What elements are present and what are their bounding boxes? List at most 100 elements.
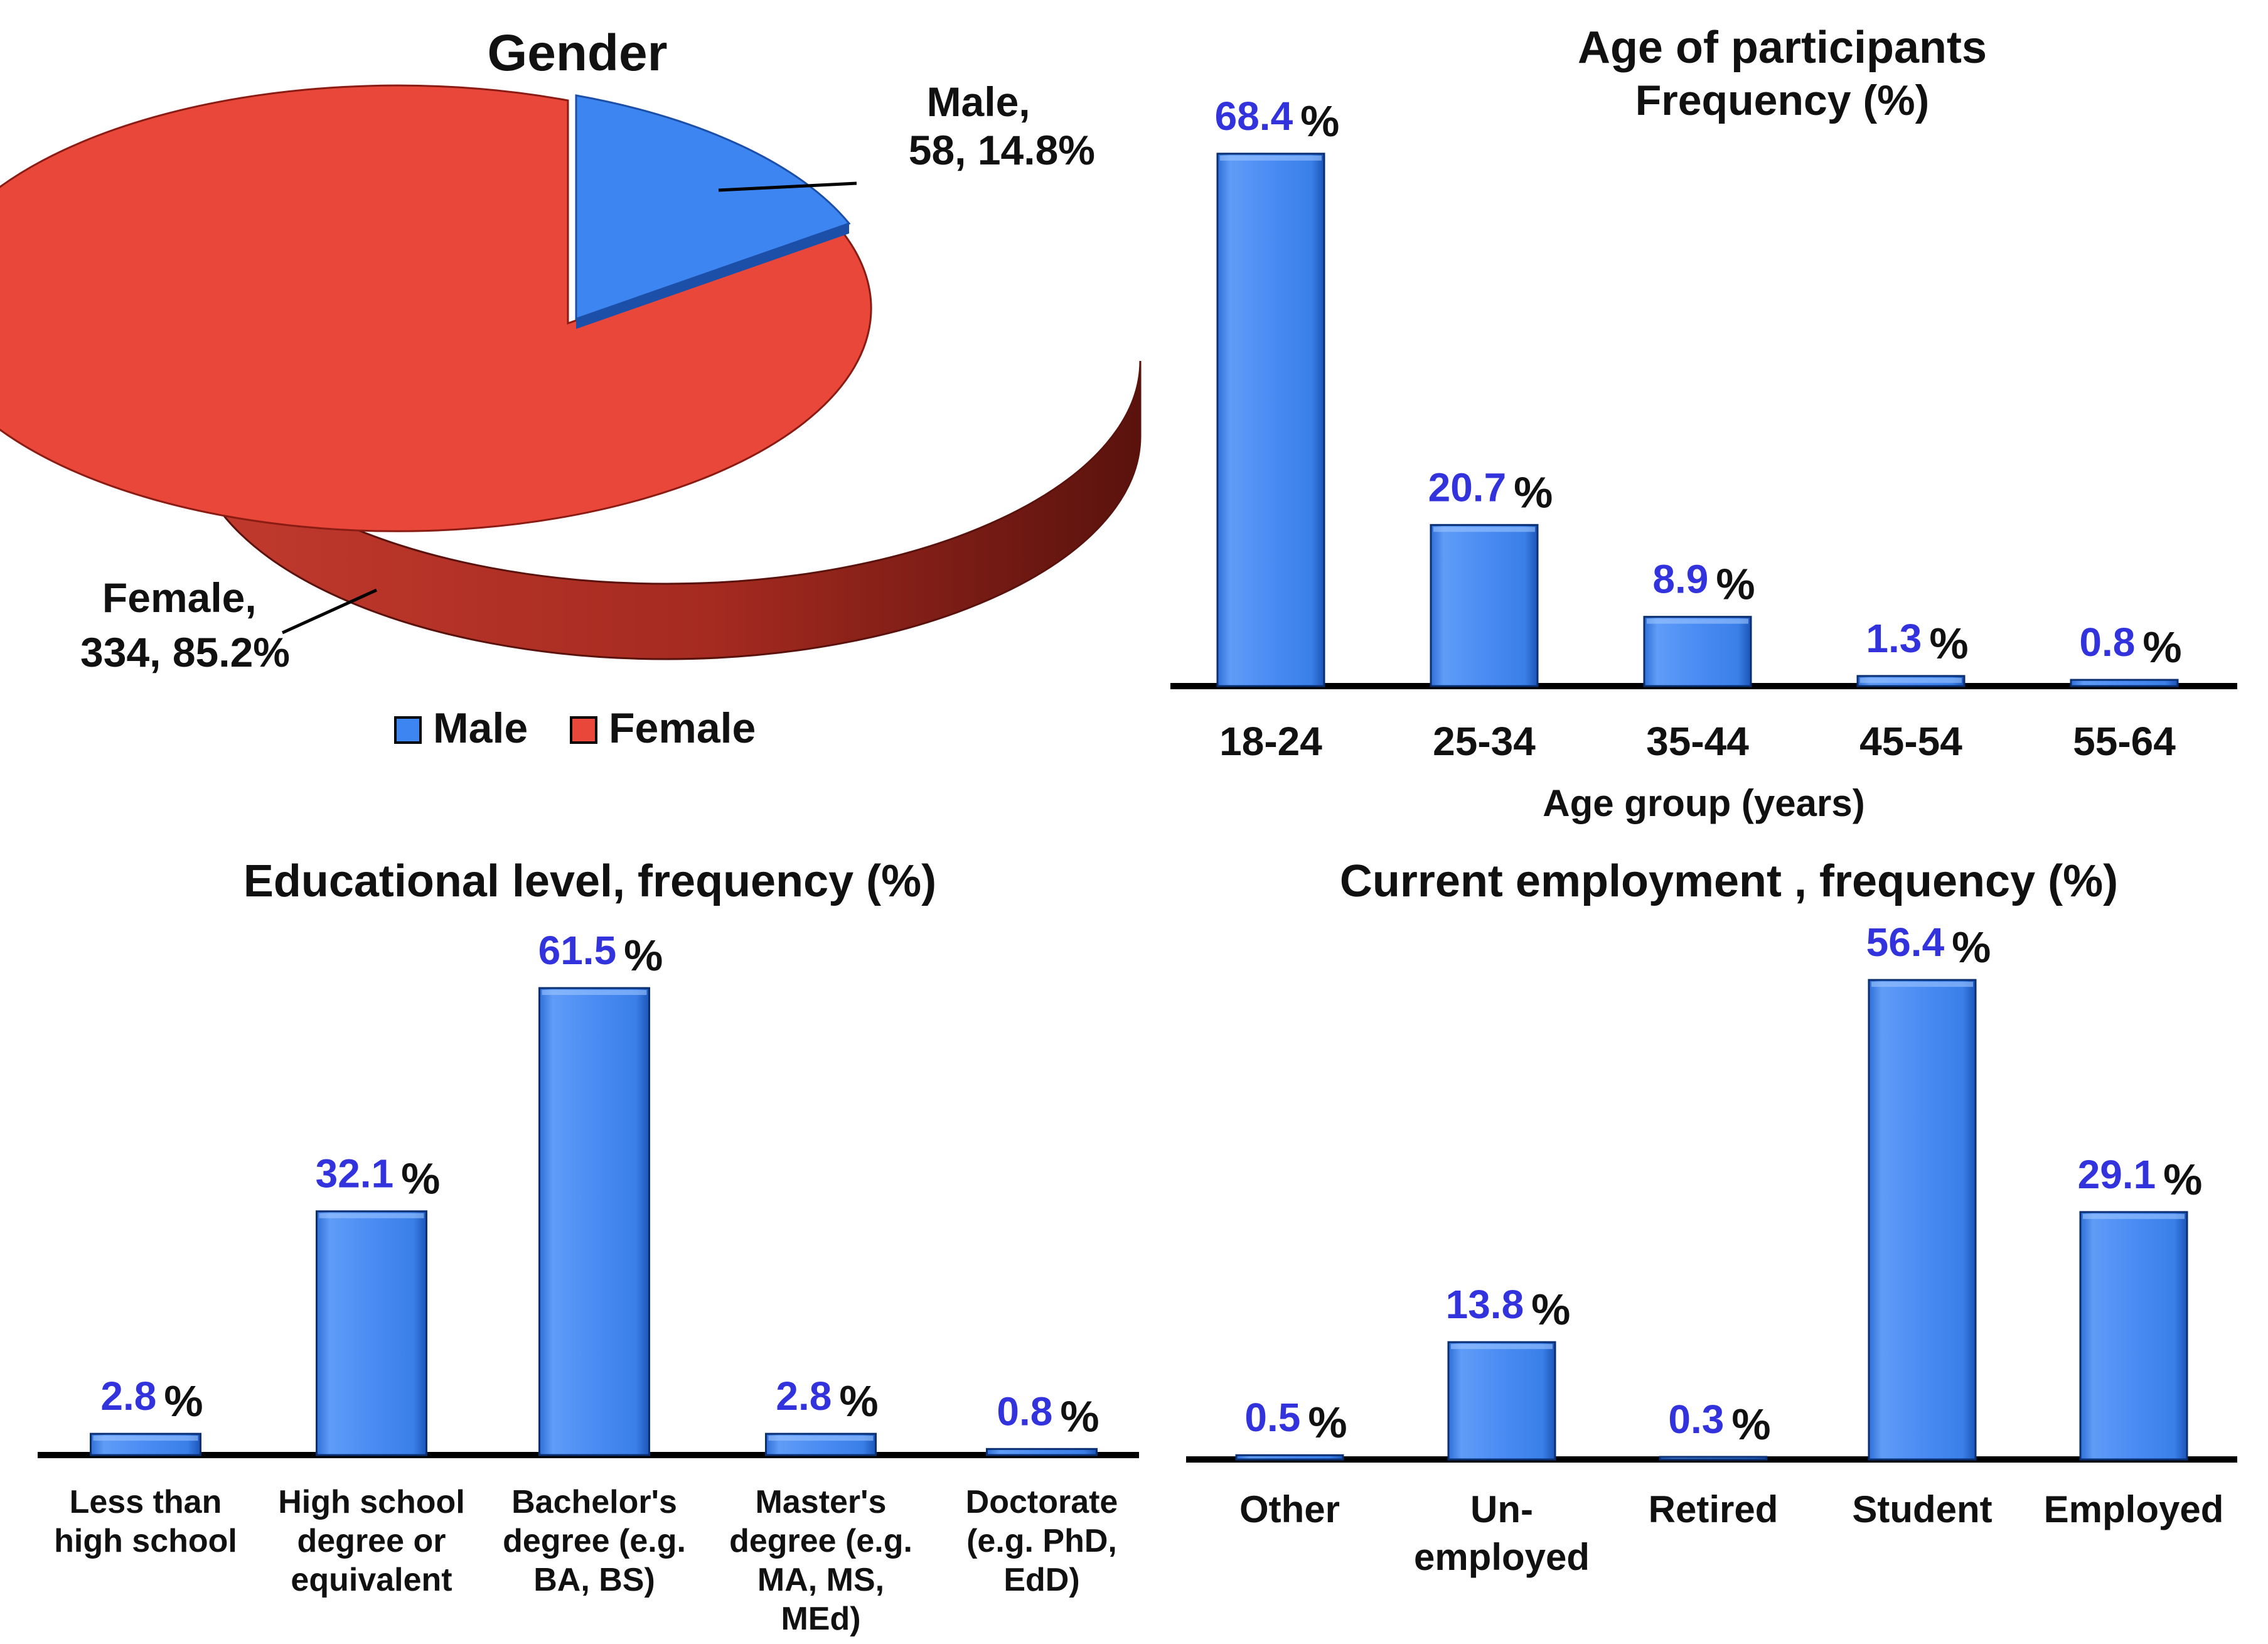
age-value-label-3: 1.3% <box>1866 616 1968 668</box>
education-category-line-3-3: MEd) <box>781 1601 860 1637</box>
education-category-line-3-1: degree (e.g. <box>729 1523 912 1559</box>
legend-label-male: Male <box>433 704 528 752</box>
age-chart-title: Age of participants <box>1578 23 1987 73</box>
education-value-label-2: 61.5% <box>538 928 663 980</box>
age-bar-highlight-3 <box>1860 677 1962 683</box>
age-bar-1 <box>1430 524 1539 687</box>
age-chart: Age of participants Frequency (%) 68.4 %1… <box>1170 23 2237 824</box>
employment-bar-highlight-4 <box>2083 1213 2185 1219</box>
education-value-label-0: 2.8% <box>100 1373 203 1426</box>
education-value-percent-0: % <box>164 1377 203 1426</box>
age-value-number-4: 0.8 <box>2079 620 2135 665</box>
employment-category-label-3: Student <box>1852 1488 1992 1530</box>
age-category-label-3: 45-54 <box>1859 719 1962 764</box>
education-category-line-1-0: High school <box>278 1484 465 1520</box>
gender-legend: Male Female <box>394 704 756 752</box>
age-value-number-1: 20.7 <box>1428 465 1507 510</box>
age-value-number-3: 1.3 <box>1866 616 1922 661</box>
age-bar-highlight-1 <box>1433 527 1535 532</box>
education-category-label-3: Master's degree (e.g. MA, MS, MEd) <box>729 1484 912 1637</box>
gender-chart-title: Gender <box>487 24 667 82</box>
employment-chart: Current employment , frequency (%) 0.5 % O… <box>1186 856 2237 1578</box>
education-chart-title: Educational level, frequency (%) <box>243 856 936 906</box>
male-leader-line <box>718 181 857 192</box>
employment-value-label-3: 56.4% <box>1866 920 1991 972</box>
employment-value-label-0: 0.5% <box>1244 1395 1347 1447</box>
pie-slice-male-side <box>576 223 849 329</box>
employment-bar-2 <box>1659 1456 1768 1461</box>
education-category-line-2-2: BA, BS) <box>533 1562 655 1598</box>
employment-value-number-3: 56.4 <box>1866 920 1945 965</box>
age-value-percent-0: % <box>1300 97 1339 146</box>
employment-category-line-1-0: Un- <box>1470 1488 1533 1530</box>
education-category-line-1-1: degree or <box>297 1523 446 1559</box>
age-value-percent-4: % <box>2142 623 2181 672</box>
pie-slice-female <box>0 84 872 532</box>
education-category-line-3-2: MA, MS, <box>757 1562 884 1598</box>
employment-bar-3 <box>1868 979 1977 1461</box>
education-category-line-4-2: EdD) <box>1003 1562 1079 1598</box>
education-value-number-1: 32.1 <box>316 1151 394 1196</box>
age-plot: 68.4 % 18-24 20.7 % 25-34 8.9 % 35-44 1.3 % 45-54 0.… <box>1170 94 2237 764</box>
employment-bar-0 <box>1235 1454 1344 1461</box>
age-value-number-0: 68.4 <box>1215 94 1293 139</box>
legend-label-female: Female <box>609 704 756 752</box>
education-value-percent-1: % <box>401 1154 440 1203</box>
age-category-line-1-0: 25-34 <box>1433 719 1536 764</box>
employment-category-line-0-0: Other <box>1239 1488 1340 1530</box>
age-category-line-4-0: 55-64 <box>2073 719 2176 764</box>
female-leader-line <box>281 588 378 635</box>
age-value-percent-1: % <box>1514 468 1553 517</box>
male-callout-line1: Male, <box>927 78 1030 125</box>
legend-swatch-female <box>570 716 597 744</box>
education-value-percent-3: % <box>839 1377 878 1426</box>
education-category-line-4-1: (e.g. PhD, <box>966 1523 1117 1559</box>
age-value-percent-3: % <box>1929 619 1968 668</box>
age-value-number-2: 8.9 <box>1652 557 1708 602</box>
education-bar-highlight-3 <box>768 1436 874 1441</box>
education-category-label-2: Bachelor's degree (e.g. BA, BS) <box>503 1484 686 1598</box>
education-category-label-0: Less than high school <box>54 1484 237 1559</box>
education-category-label-1: High school degree or equivalent <box>278 1484 465 1598</box>
female-callout: Female, 334, 85.2% <box>80 574 290 675</box>
employment-value-percent-2: % <box>1731 1400 1770 1449</box>
education-bar-2 <box>538 987 650 1456</box>
employment-value-label-2: 0.3% <box>1668 1397 1770 1449</box>
age-value-label-1: 20.7% <box>1428 465 1553 517</box>
education-value-number-3: 2.8 <box>776 1373 832 1419</box>
education-value-percent-4: % <box>1060 1392 1099 1441</box>
employment-category-label-1: Un-employed <box>1414 1488 1590 1578</box>
legend-swatch-male <box>394 716 422 744</box>
education-category-line-0-1: high school <box>54 1523 237 1559</box>
age-bar-highlight-0 <box>1220 155 1322 161</box>
education-category-line-2-0: Bachelor's <box>511 1484 677 1520</box>
age-category-label-1: 25-34 <box>1433 719 1536 764</box>
employment-value-label-1: 13.8% <box>1446 1282 1571 1334</box>
age-category-label-0: 18-24 <box>1219 719 1322 764</box>
employment-value-number-1: 13.8 <box>1446 1282 1524 1327</box>
education-category-line-1-2: equivalent <box>291 1562 452 1598</box>
age-category-line-3-0: 45-54 <box>1859 719 1962 764</box>
education-value-number-4: 0.8 <box>997 1389 1052 1434</box>
education-category-label-4: Doctorate (e.g. PhD, EdD) <box>966 1484 1118 1598</box>
employment-value-percent-4: % <box>2163 1155 2202 1204</box>
employment-value-percent-3: % <box>1952 923 1991 972</box>
education-value-label-4: 0.8% <box>997 1389 1099 1441</box>
gender-chart: Gender Male, 58, 14.8% Female, 334, 85.2… <box>0 24 1142 752</box>
education-value-percent-2: % <box>624 931 663 980</box>
female-callout-line2: 334, 85.2% <box>80 629 290 675</box>
employment-value-label-4: 29.1% <box>2078 1152 2203 1204</box>
employment-bar-4 <box>2079 1211 2188 1461</box>
employment-value-number-0: 0.5 <box>1244 1395 1300 1440</box>
education-bar-4 <box>986 1448 1098 1456</box>
age-bar-4 <box>2070 679 2179 687</box>
employment-category-line-1-1: employed <box>1414 1536 1590 1578</box>
age-category-line-2-0: 35-44 <box>1646 719 1749 764</box>
pie-slice-female-side <box>191 360 1142 660</box>
employment-value-percent-0: % <box>1308 1398 1347 1447</box>
education-value-number-0: 2.8 <box>100 1373 156 1419</box>
education-category-line-2-1: degree (e.g. <box>503 1523 686 1559</box>
employment-value-number-4: 29.1 <box>2078 1152 2156 1197</box>
education-bar-highlight-0 <box>93 1436 198 1441</box>
